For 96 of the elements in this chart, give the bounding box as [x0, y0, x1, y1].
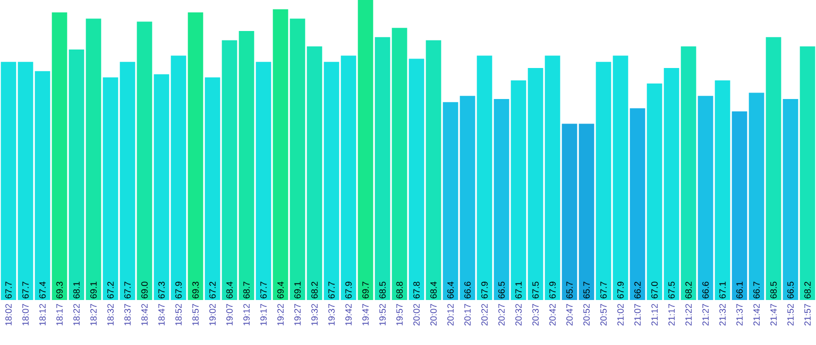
data-label: 67.1 [719, 282, 726, 298]
data-label: 67.5 [532, 282, 539, 298]
data-label: 67.9 [549, 282, 556, 298]
data-label: 66.2 [634, 282, 641, 298]
x-tick-label: 19:12 [243, 304, 250, 326]
x-tick-label: 19:07 [226, 304, 233, 326]
data-label: 69.0 [141, 282, 148, 298]
data-label: 68.1 [73, 282, 80, 298]
data-label: 66.1 [736, 282, 743, 298]
data-label: 67.5 [668, 282, 675, 298]
x-tick-label: 19:02 [209, 304, 216, 326]
data-label: 68.2 [311, 282, 318, 298]
data-label: 66.5 [787, 282, 794, 298]
x-tick-label: 19:17 [260, 304, 267, 326]
x-tick-label: 21:12 [651, 304, 658, 326]
x-tick-label: 20:22 [481, 304, 488, 326]
data-label: 67.2 [209, 282, 216, 298]
x-tick-label: 20:57 [600, 304, 607, 326]
x-tick-label: 21:07 [634, 304, 641, 326]
x-tick-label: 20:12 [447, 304, 454, 326]
x-tick-label: 19:42 [345, 304, 352, 326]
data-label: 65.7 [583, 282, 590, 298]
data-label: 67.7 [260, 282, 267, 298]
x-tick-label: 21:37 [736, 304, 743, 326]
x-tick-label: 19:47 [362, 304, 369, 326]
x-tick-label: 18:12 [39, 304, 46, 326]
data-label: 68.2 [804, 282, 811, 298]
data-label: 67.7 [328, 282, 335, 298]
data-label: 66.6 [464, 282, 471, 298]
x-tick-label: 20:42 [549, 304, 556, 326]
x-tick-label: 18:22 [73, 304, 80, 326]
x-tick-label: 19:37 [328, 304, 335, 326]
x-tick-label: 18:47 [158, 304, 165, 326]
data-label: 67.7 [600, 282, 607, 298]
x-tick-label: 18:02 [5, 304, 12, 326]
x-tick-label: 18:32 [107, 304, 114, 326]
data-label: 67.1 [515, 282, 522, 298]
data-label: 69.1 [90, 282, 97, 298]
data-label: 68.4 [226, 282, 233, 298]
data-label: 67.2 [107, 282, 114, 298]
data-label: 67.9 [175, 282, 182, 298]
x-tick-label: 18:57 [192, 304, 199, 326]
data-label: 67.4 [39, 282, 46, 298]
x-tick-label: 20:47 [566, 304, 573, 326]
data-label: 67.3 [158, 282, 165, 298]
data-label: 69.7 [362, 282, 369, 298]
data-label: 67.8 [413, 282, 420, 298]
x-tick-label: 19:32 [311, 304, 318, 326]
data-label: 68.8 [396, 282, 403, 298]
x-tick-label: 21:27 [702, 304, 709, 326]
data-label: 68.5 [770, 282, 777, 298]
data-label: 69.3 [56, 282, 63, 298]
data-label: 67.9 [617, 282, 624, 298]
x-tick-label: 18:27 [90, 304, 97, 326]
data-label: 68.4 [430, 282, 437, 298]
x-tick-label: 18:42 [141, 304, 148, 326]
x-tick-label: 20:27 [498, 304, 505, 326]
x-tick-label: 21:32 [719, 304, 726, 326]
x-tick-label: 20:37 [532, 304, 539, 326]
x-tick-label: 21:47 [770, 304, 777, 326]
x-tick-label: 21:42 [753, 304, 760, 326]
x-tick-label: 21:17 [668, 304, 675, 326]
x-tick-label: 18:52 [175, 304, 182, 326]
x-tick-label: 21:02 [617, 304, 624, 326]
data-label: 67.9 [345, 282, 352, 298]
x-tick-label: 21:22 [685, 304, 692, 326]
x-tick-label: 21:52 [787, 304, 794, 326]
data-label: 69.3 [192, 282, 199, 298]
x-tick-label: 19:57 [396, 304, 403, 326]
data-label: 67.0 [651, 282, 658, 298]
data-label: 67.7 [5, 282, 12, 298]
x-tick-label: 20:02 [413, 304, 420, 326]
data-label: 67.7 [124, 282, 131, 298]
x-tick-label: 19:27 [294, 304, 301, 326]
data-label: 66.4 [447, 282, 454, 298]
data-label: 67.9 [481, 282, 488, 298]
x-tick-label: 18:17 [56, 304, 63, 326]
data-label: 68.2 [685, 282, 692, 298]
x-tick-label: 19:52 [379, 304, 386, 326]
x-tick-label: 20:17 [464, 304, 471, 326]
data-label: 69.4 [277, 282, 284, 298]
x-tick-label: 21:57 [804, 304, 811, 326]
data-label: 66.6 [702, 282, 709, 298]
data-label: 68.7 [243, 282, 250, 298]
x-tick-label: 20:07 [430, 304, 437, 326]
x-tick-label: 20:32 [515, 304, 522, 326]
x-tick-label: 20:52 [583, 304, 590, 326]
data-label: 68.5 [379, 282, 386, 298]
data-label: 66.5 [498, 282, 505, 298]
data-label: 65.7 [566, 282, 573, 298]
x-tick-label: 19:22 [277, 304, 284, 326]
x-tick-label: 18:07 [22, 304, 29, 326]
data-label: 69.1 [294, 282, 301, 298]
data-label: 66.7 [753, 282, 760, 298]
x-tick-label: 18:37 [124, 304, 131, 326]
data-label: 67.7 [22, 282, 29, 298]
